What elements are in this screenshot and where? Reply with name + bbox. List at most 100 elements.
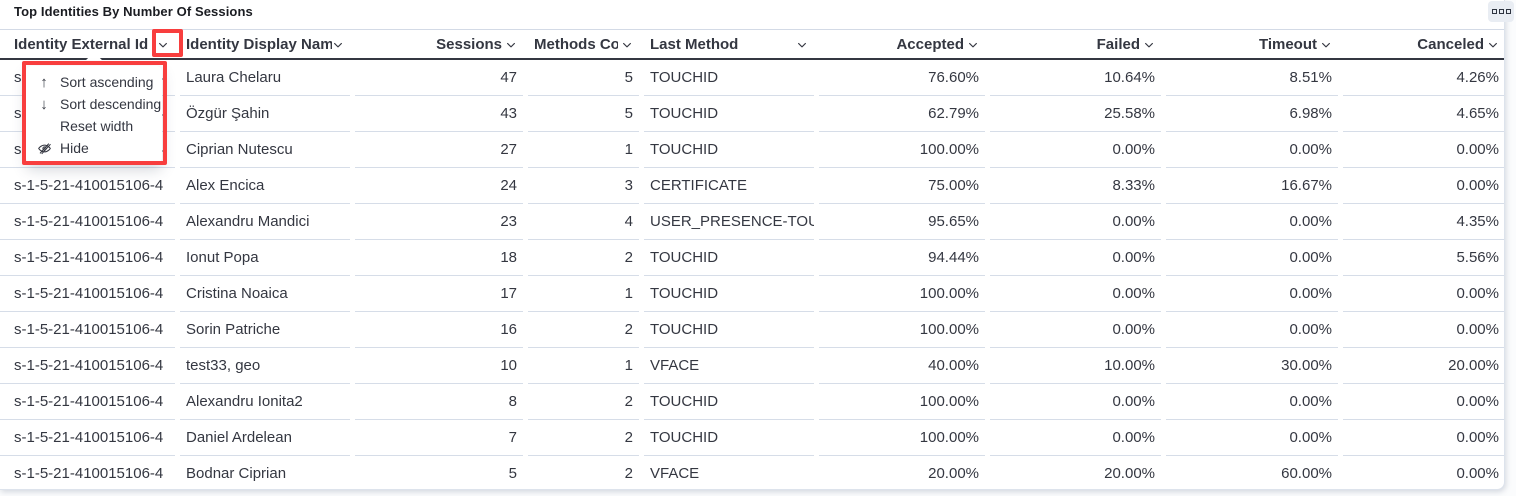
chevron-down-icon[interactable] bbox=[332, 39, 344, 51]
menu-item-label: Sort ascending bbox=[60, 74, 154, 90]
cell-canceled: 0.00% bbox=[1343, 276, 1504, 312]
cell-timeout: 0.00% bbox=[1166, 276, 1338, 312]
cell-failed: 0.00% bbox=[990, 132, 1161, 168]
chevron-down-icon[interactable] bbox=[967, 39, 979, 51]
cell-identity-display-name: Ciprian Nutescu bbox=[180, 132, 350, 168]
cell-last-method: TOUCHID bbox=[644, 60, 814, 96]
cell-last-method: TOUCHID bbox=[644, 96, 814, 132]
menu-item-label: Hide bbox=[60, 140, 89, 156]
cell-identity-display-name: Daniel Ardelean bbox=[180, 420, 350, 456]
cell-identity-display-name: Alex Encica bbox=[180, 168, 350, 204]
cell-methods-count: 1 bbox=[528, 132, 639, 168]
column-header-methods-count[interactable]: Methods Count bbox=[528, 30, 639, 58]
column-header-accepted[interactable]: Accepted bbox=[819, 30, 985, 58]
cell-canceled: 0.00% bbox=[1343, 312, 1504, 348]
cell-methods-count: 2 bbox=[528, 240, 639, 276]
cell-accepted: 76.60% bbox=[819, 60, 985, 96]
table-row: s-1-5-21-410015106-4 Ionut Popa 18 2 TOUCHID… bbox=[0, 240, 1504, 276]
cell-sessions: 18 bbox=[355, 240, 523, 276]
table-row: s-1-5-21-410015106-4 Cristina Noaica 17 1 TO… bbox=[0, 276, 1504, 312]
column-header-label: Canceled bbox=[1417, 35, 1484, 53]
cell-failed: 10.64% bbox=[990, 60, 1161, 96]
table-row: s-1-5-21-410015106-4 Alex Encica 24 3 CERTIF… bbox=[0, 168, 1504, 204]
cell-accepted: 75.00% bbox=[819, 168, 985, 204]
cell-accepted: 100.00% bbox=[819, 312, 985, 348]
column-header-label: Failed bbox=[1096, 35, 1140, 53]
cell-last-method: TOUCHID bbox=[644, 132, 814, 168]
panel-options-button[interactable] bbox=[1488, 1, 1514, 22]
column-header-identity-display-name[interactable]: Identity Display Name bbox=[180, 30, 350, 58]
cell-sessions: 8 bbox=[355, 384, 523, 420]
menu-item-hide[interactable]: Hide bbox=[26, 137, 162, 159]
cell-canceled: 4.65% bbox=[1343, 96, 1504, 132]
column-header-canceled[interactable]: Canceled bbox=[1343, 30, 1504, 58]
chevron-down-icon[interactable] bbox=[1143, 39, 1155, 51]
column-header-identity-external-id[interactable]: Identity External Id bbox=[0, 30, 175, 58]
cell-timeout: 0.00% bbox=[1166, 420, 1338, 456]
chevron-down-icon[interactable] bbox=[1487, 39, 1499, 51]
cell-last-method: TOUCHID bbox=[644, 240, 814, 276]
cell-timeout: 0.00% bbox=[1166, 240, 1338, 276]
cell-canceled: 4.35% bbox=[1343, 204, 1504, 240]
menu-item-reset-width[interactable]: Reset width bbox=[26, 115, 162, 137]
cell-accepted: 95.65% bbox=[819, 204, 985, 240]
cell-identity-display-name: Ionut Popa bbox=[180, 240, 350, 276]
cell-identity-display-name: Sorin Patriche bbox=[180, 312, 350, 348]
cell-accepted: 20.00% bbox=[819, 456, 985, 489]
table-header-row: Identity External Id Identity Display Nam… bbox=[0, 29, 1504, 60]
cell-methods-count: 5 bbox=[528, 60, 639, 96]
cell-failed: 0.00% bbox=[990, 276, 1161, 312]
cell-identity-display-name: Alexandru Ionita2 bbox=[180, 384, 350, 420]
cell-accepted: 100.00% bbox=[819, 420, 985, 456]
cell-accepted: 62.79% bbox=[819, 96, 985, 132]
cell-timeout: 0.00% bbox=[1166, 384, 1338, 420]
menu-item-sort-ascending[interactable]: ↑ Sort ascending bbox=[26, 71, 162, 93]
cell-last-method: CERTIFICATE bbox=[644, 168, 814, 204]
cell-accepted: 40.00% bbox=[819, 348, 985, 384]
cell-accepted: 100.00% bbox=[819, 132, 985, 168]
column-header-label: Timeout bbox=[1258, 35, 1317, 53]
cell-identity-external-id: s-1-5-21-410015106-4 bbox=[0, 348, 175, 384]
panel-options-icon bbox=[1498, 9, 1504, 14]
cell-failed: 25.58% bbox=[990, 96, 1161, 132]
cell-sessions: 16 bbox=[355, 312, 523, 348]
table-row: s-1-5-21-410015106-4Özgür Şahin435TOUCHI… bbox=[0, 96, 1504, 132]
column-header-last-method[interactable]: Last Method bbox=[644, 30, 814, 58]
column-header-sessions[interactable]: Sessions bbox=[355, 30, 523, 58]
chevron-down-icon[interactable] bbox=[621, 39, 633, 51]
cell-last-method: TOUCHID bbox=[644, 384, 814, 420]
cell-canceled: 0.00% bbox=[1343, 384, 1504, 420]
cell-last-method: VFACE bbox=[644, 348, 814, 384]
cell-canceled: 0.00% bbox=[1343, 132, 1504, 168]
chevron-down-icon[interactable] bbox=[796, 39, 808, 51]
panel-title: Top Identities By Number Of Sessions bbox=[14, 4, 253, 19]
cell-identity-external-id: s-1-5-21-410015106-4 bbox=[0, 456, 175, 489]
table-row: s-1-5-21-410015106-4 Daniel Ardelean 7 2 TOU… bbox=[0, 420, 1504, 456]
column-actions-menu: ↑ Sort ascending ↓ Sort descending Reset wid… bbox=[26, 66, 162, 164]
chevron-down-icon[interactable] bbox=[157, 39, 169, 51]
cell-last-method: VFACE bbox=[644, 456, 814, 489]
cell-identity-external-id: s-1-5-21-410015106-4 bbox=[0, 276, 175, 312]
chevron-down-icon[interactable] bbox=[1320, 39, 1332, 51]
cell-failed: 0.00% bbox=[990, 384, 1161, 420]
menu-item-label: Sort descending bbox=[60, 96, 162, 112]
menu-item-sort-descending[interactable]: ↓ Sort descending bbox=[26, 93, 162, 115]
cell-methods-count: 3 bbox=[528, 168, 639, 204]
cell-identity-external-id: s-1-5-21-410015106-4 bbox=[0, 420, 175, 456]
cell-sessions: 47 bbox=[355, 60, 523, 96]
cell-timeout: 30.00% bbox=[1166, 348, 1338, 384]
chevron-down-icon[interactable] bbox=[505, 39, 517, 51]
cell-identity-display-name: Cristina Noaica bbox=[180, 276, 350, 312]
cell-identity-external-id: s-1-5-21-410015106-4 bbox=[0, 240, 175, 276]
cell-methods-count: 2 bbox=[528, 456, 639, 489]
cell-identity-external-id: s-1-5-21-410015106-4 bbox=[0, 384, 175, 420]
column-header-timeout[interactable]: Timeout bbox=[1166, 30, 1338, 58]
cell-identity-display-name: Bodnar Ciprian bbox=[180, 456, 350, 489]
cell-methods-count: 1 bbox=[528, 276, 639, 312]
column-header-failed[interactable]: Failed bbox=[990, 30, 1161, 58]
cell-timeout: 16.67% bbox=[1166, 168, 1338, 204]
cell-identity-display-name: Özgür Şahin bbox=[180, 96, 350, 132]
table-row: s-1-5-21-410015106-4 test33, geo 10 1 VFACE 4… bbox=[0, 348, 1504, 384]
